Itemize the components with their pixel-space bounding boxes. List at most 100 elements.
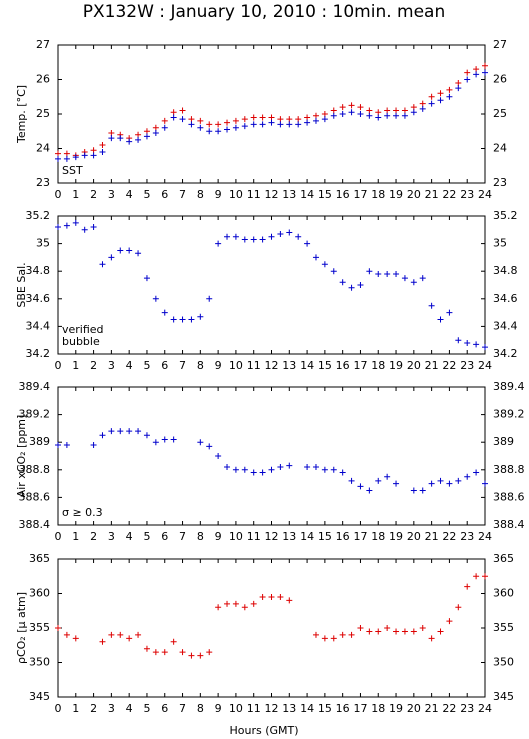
data-point bbox=[437, 477, 444, 484]
x-tick-label: 16 bbox=[336, 530, 350, 543]
data-point bbox=[170, 638, 177, 645]
x-tick-label: 14 bbox=[300, 188, 314, 201]
x-tick-label: 24 bbox=[478, 702, 492, 715]
plot-frame bbox=[57, 386, 486, 526]
x-tick-label: 18 bbox=[371, 188, 385, 201]
data-point bbox=[90, 441, 97, 448]
data-point bbox=[63, 631, 70, 638]
y-tick-label-right: 34.4 bbox=[493, 319, 518, 332]
y-tick-label: 34.4 bbox=[26, 319, 51, 332]
data-point bbox=[117, 631, 124, 638]
y-tick-label: 388.8 bbox=[19, 463, 51, 476]
data-point bbox=[428, 100, 435, 107]
x-tick-label: 4 bbox=[126, 702, 133, 715]
x-tick-label: 12 bbox=[265, 530, 279, 543]
data-point bbox=[312, 254, 319, 261]
data-point bbox=[277, 593, 284, 600]
x-tick-label: 1 bbox=[72, 530, 79, 543]
y-tick-label: 355 bbox=[29, 621, 50, 634]
data-point bbox=[446, 93, 453, 100]
data-point bbox=[99, 148, 106, 155]
data-point bbox=[232, 117, 239, 124]
data-point bbox=[410, 279, 417, 286]
x-tick-label: 20 bbox=[407, 702, 421, 715]
x-tick-label: 3 bbox=[108, 359, 115, 372]
data-point bbox=[259, 114, 266, 121]
x-tick-label: 10 bbox=[229, 188, 243, 201]
data-point bbox=[304, 464, 311, 471]
data-point bbox=[179, 316, 186, 323]
x-tick-label: 16 bbox=[336, 702, 350, 715]
data-point bbox=[117, 428, 124, 435]
data-point bbox=[215, 121, 222, 128]
data-point bbox=[232, 600, 239, 607]
x-tick-label: 21 bbox=[425, 188, 439, 201]
x-tick-label: 17 bbox=[353, 530, 367, 543]
data-point bbox=[108, 631, 115, 638]
data-point bbox=[330, 107, 337, 114]
data-point bbox=[401, 275, 408, 282]
data-point bbox=[126, 138, 133, 145]
data-point bbox=[117, 247, 124, 254]
x-tick-label: 13 bbox=[282, 188, 296, 201]
x-tick-label: 5 bbox=[143, 188, 150, 201]
y-tick-label: 35.2 bbox=[26, 209, 51, 222]
data-point bbox=[250, 236, 257, 243]
x-tick-label: 23 bbox=[460, 530, 474, 543]
data-point bbox=[330, 635, 337, 642]
data-point bbox=[366, 112, 373, 119]
data-point bbox=[357, 282, 364, 288]
x-tick-label: 9 bbox=[215, 188, 222, 201]
data-point bbox=[215, 128, 222, 135]
x-tick-label: 11 bbox=[247, 530, 261, 543]
data-point bbox=[446, 86, 453, 93]
data-point bbox=[482, 573, 488, 580]
data-point bbox=[90, 147, 97, 154]
y-tick-label-right: 35.2 bbox=[493, 209, 518, 222]
x-tick-label: 19 bbox=[389, 530, 403, 543]
y-tick-label-right: 389.4 bbox=[493, 380, 525, 393]
data-point bbox=[250, 600, 257, 607]
data-point bbox=[375, 109, 382, 116]
data-point bbox=[108, 129, 115, 136]
data-point bbox=[188, 652, 195, 659]
data-point bbox=[473, 469, 480, 476]
x-tick-label: 18 bbox=[371, 359, 385, 372]
data-point bbox=[455, 85, 462, 92]
y-tick-label: 389.4 bbox=[19, 380, 51, 393]
data-point bbox=[375, 628, 382, 635]
x-tick-label: 13 bbox=[282, 530, 296, 543]
data-point bbox=[375, 114, 382, 121]
data-point bbox=[330, 112, 337, 119]
data-point bbox=[188, 121, 195, 128]
data-point bbox=[321, 116, 328, 123]
x-tick-label: 4 bbox=[126, 530, 133, 543]
data-point bbox=[108, 135, 115, 142]
data-point bbox=[206, 649, 213, 656]
data-point bbox=[286, 462, 293, 469]
data-point bbox=[393, 112, 400, 119]
x-tick-label: 8 bbox=[197, 188, 204, 201]
data-point bbox=[250, 114, 257, 121]
y-tick-label: 350 bbox=[29, 656, 50, 669]
data-point bbox=[197, 117, 204, 124]
x-tick-label: 19 bbox=[389, 359, 403, 372]
data-point bbox=[419, 275, 426, 282]
x-tick-label: 24 bbox=[478, 188, 492, 201]
data-point bbox=[188, 116, 195, 123]
y-tick-label-right: 388.8 bbox=[493, 463, 525, 476]
data-point bbox=[179, 649, 186, 656]
data-point bbox=[473, 71, 480, 78]
x-tick-label: 10 bbox=[229, 359, 243, 372]
data-point bbox=[117, 135, 124, 142]
data-point bbox=[241, 236, 248, 243]
x-tick-label: 5 bbox=[143, 359, 150, 372]
data-point bbox=[482, 69, 488, 76]
x-tick-label: 1 bbox=[72, 702, 79, 715]
x-tick-label: 14 bbox=[300, 530, 314, 543]
data-point bbox=[473, 573, 480, 580]
data-point bbox=[455, 477, 462, 484]
x-tick-label: 4 bbox=[126, 188, 133, 201]
data-point bbox=[170, 114, 177, 121]
